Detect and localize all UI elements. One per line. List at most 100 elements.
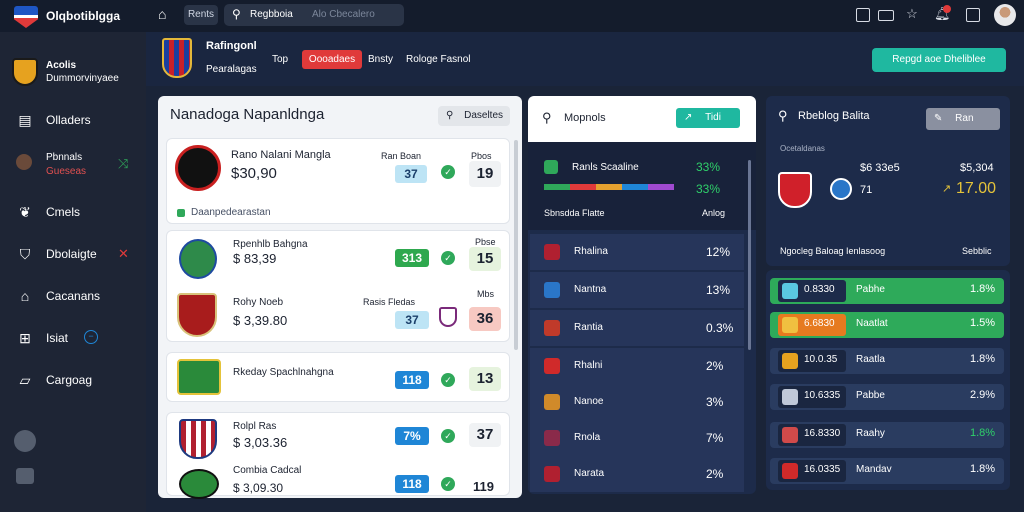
search-box[interactable]: ⚲ Regbboia Alo Cbecalero bbox=[224, 4, 404, 26]
match-amount: $ 3,03.36 bbox=[233, 435, 288, 450]
star-icon[interactable]: ☆ bbox=[906, 6, 918, 21]
match-label-a: Rasis Fledas bbox=[363, 297, 416, 307]
match-card-3[interactable]: Rkeday Spachlnahgna 118 ✓ 13 bbox=[166, 352, 510, 402]
league-row-3[interactable]: Rhalni 2% bbox=[530, 348, 744, 384]
leaf-icon: ❦ bbox=[19, 204, 31, 220]
standing-code: 16.8330 bbox=[804, 428, 841, 439]
match-val-b: 13 bbox=[469, 367, 501, 391]
info-icon[interactable]: − bbox=[84, 330, 98, 344]
sidebar-item-5[interactable]: ⊞ Isiat − bbox=[0, 324, 146, 352]
standing-code: 16.0335 bbox=[804, 464, 841, 475]
person-icon bbox=[16, 154, 32, 170]
league-value: 0.3% bbox=[706, 321, 734, 335]
standing-row-1[interactable]: 6.6830 Naatlat 1.5% bbox=[770, 312, 1004, 338]
brand-logo bbox=[12, 58, 38, 86]
standing-row-3[interactable]: 10.6335 Pabbe 2.9% bbox=[770, 384, 1004, 410]
sidebar-item-1[interactable]: Pbnnals Gueseas ⤨ bbox=[0, 148, 146, 184]
standing-row-5[interactable]: 16.0335 Mandav 1.8% bbox=[770, 458, 1004, 484]
standing-label: Mandav bbox=[856, 464, 892, 475]
sidebar-item-6[interactable]: ▱ Cargoag bbox=[0, 366, 146, 394]
match-amount: $ 3,09.30 bbox=[233, 481, 284, 495]
match-card-0[interactable]: Rano Nalani Mangla $30,90 Ran Boan Pbos … bbox=[166, 138, 510, 224]
avatar[interactable] bbox=[994, 4, 1016, 26]
export-icon[interactable] bbox=[966, 8, 980, 22]
league-label: Rnola bbox=[574, 432, 601, 443]
standing-label: Raatla bbox=[856, 354, 885, 365]
check-icon: ✓ bbox=[441, 429, 455, 443]
home-icon[interactable]: ⌂ bbox=[158, 6, 167, 22]
window-icon[interactable] bbox=[856, 8, 870, 22]
summary-bar bbox=[544, 184, 674, 190]
match-amount: $ 3,39.80 bbox=[233, 313, 288, 328]
sidebar-item-2[interactable]: ❦ Cmels bbox=[0, 198, 146, 226]
league-label: Rhalni bbox=[574, 360, 603, 371]
league-row-5[interactable]: Rnola 7% bbox=[530, 420, 744, 456]
right-panel-title: Rbeblog Balita bbox=[798, 110, 870, 122]
scrollbar[interactable] bbox=[514, 140, 518, 350]
match-card-4[interactable]: Rolpl Ras $ 3,03.36 7% ✓ 37 Combia Cadca… bbox=[166, 412, 510, 499]
right-panel: ⚲ Rbeblog Balita ✎ Ran Ocetaldanas $6 33… bbox=[766, 96, 1010, 266]
standing-code: 6.6830 bbox=[804, 318, 835, 329]
header-red-button[interactable]: Oooadaes bbox=[302, 50, 362, 69]
standing-label: Pabbe bbox=[856, 390, 885, 401]
standing-row-4[interactable]: 16.8330 Raahy 1.8% bbox=[770, 422, 1004, 448]
match-name: Rpenhlb Bahgna bbox=[233, 239, 308, 250]
crest-icon bbox=[544, 320, 560, 336]
sidebar-item-4[interactable]: ⌂ Cacanans bbox=[0, 282, 146, 310]
league-row-0[interactable]: Rhalina 12% bbox=[530, 234, 744, 270]
standing-row-2[interactable]: 10.0.35 Raatla 1.8% bbox=[770, 348, 1004, 374]
right-sub-label: Ocetaldanas bbox=[780, 144, 825, 153]
check-icon: ✓ bbox=[441, 165, 455, 179]
keyboard-icon[interactable] bbox=[878, 10, 894, 21]
standing-label: Pabhe bbox=[856, 284, 885, 295]
league-label: Nantna bbox=[574, 284, 607, 295]
shuffle-icon[interactable]: ⤨ bbox=[118, 156, 129, 171]
header-link-1[interactable]: Bnsty bbox=[368, 54, 394, 65]
match-card-1[interactable]: Rpenhlb Bahgna $ 83,39 Pbse 313 ✓ 15 Roh… bbox=[166, 230, 510, 342]
match-val-a: 313 bbox=[395, 249, 429, 267]
league-row-1[interactable]: Nantna 13% bbox=[530, 272, 744, 308]
match-val-b: 119 bbox=[473, 479, 494, 494]
league-value: 2% bbox=[706, 359, 724, 373]
right-footer-left: Ngocleg Baloag Ienlasoog bbox=[780, 246, 886, 256]
league-row-4[interactable]: Nanoe 3% bbox=[530, 384, 744, 420]
app-logo bbox=[14, 6, 38, 28]
league-label: Narata bbox=[574, 468, 605, 479]
league-row-2[interactable]: Rantia 0.3% bbox=[530, 310, 744, 346]
match-val-b: 19 bbox=[469, 161, 501, 187]
scrollbar[interactable] bbox=[748, 160, 751, 350]
club-crest bbox=[162, 38, 192, 78]
team-logo bbox=[179, 419, 217, 459]
search-icon: ⚲ bbox=[778, 108, 788, 123]
search-icon: ⚲ bbox=[232, 7, 241, 21]
matches-action-button[interactable]: ⚲ Daseltes bbox=[438, 106, 510, 126]
soccer-ball-icon[interactable] bbox=[14, 430, 36, 452]
header-link-2[interactable]: Rologe Fasnol bbox=[406, 54, 471, 65]
close-icon[interactable]: ✕ bbox=[118, 246, 129, 261]
truck-icon: ▱ bbox=[19, 372, 31, 388]
notification-badge bbox=[943, 5, 951, 13]
standing-value: 1.8% bbox=[970, 283, 996, 295]
nav-pill[interactable]: Rents bbox=[184, 5, 218, 25]
search-input-text[interactable]: Regbboia bbox=[250, 9, 293, 20]
sidebar-item-0[interactable]: ▤ Olladers bbox=[0, 106, 146, 134]
league-value: 13% bbox=[706, 283, 731, 297]
standing-value: 2.9% bbox=[970, 389, 996, 401]
sidebar-item-3[interactable]: ⛉ Dbolaigte ✕ bbox=[0, 240, 146, 268]
matches-action-label: Daseltes bbox=[464, 110, 504, 121]
grid-icon: ⊞ bbox=[19, 330, 31, 346]
right-action-button[interactable]: ✎ Ran bbox=[926, 108, 1000, 130]
league-value: 12% bbox=[706, 245, 731, 259]
settings-icon[interactable] bbox=[16, 468, 34, 484]
header-cta-button[interactable]: Repgd aoe Dheliblee bbox=[872, 48, 1006, 72]
middle-action-button[interactable]: ↗ Tidi bbox=[676, 108, 740, 128]
crest-icon bbox=[782, 283, 798, 299]
header-tag[interactable]: Top bbox=[272, 54, 289, 65]
crest-icon bbox=[544, 430, 560, 446]
league-row-6[interactable]: Narata 2% bbox=[530, 456, 744, 492]
standing-row-0[interactable]: 0.8330 Pabhe 1.8% bbox=[770, 278, 1004, 304]
league-label: Rantia bbox=[574, 322, 603, 333]
top-bar: Olqbotiblgga ⌂ Rents ⚲ Regbboia Alo Cbec… bbox=[0, 0, 1024, 32]
header-title: Rafingonl bbox=[206, 40, 257, 52]
league-label: Rhalina bbox=[574, 246, 608, 257]
